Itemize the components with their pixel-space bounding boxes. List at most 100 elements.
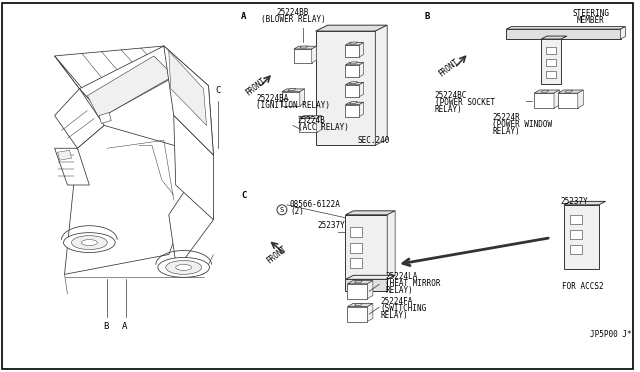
Polygon shape xyxy=(506,29,621,39)
Text: B: B xyxy=(103,322,109,331)
Polygon shape xyxy=(367,304,373,321)
Polygon shape xyxy=(355,304,362,306)
Text: 25224BA: 25224BA xyxy=(256,94,289,103)
Polygon shape xyxy=(346,275,395,279)
Text: FOR ACCS2: FOR ACCS2 xyxy=(562,282,604,291)
Text: S: S xyxy=(280,207,284,213)
Polygon shape xyxy=(360,102,364,116)
Polygon shape xyxy=(534,90,559,93)
Polygon shape xyxy=(558,93,578,108)
Polygon shape xyxy=(346,85,360,97)
Polygon shape xyxy=(578,90,584,108)
Polygon shape xyxy=(349,62,357,64)
Polygon shape xyxy=(99,113,111,124)
Text: 25237Y: 25237Y xyxy=(561,197,589,206)
Polygon shape xyxy=(621,27,625,39)
Polygon shape xyxy=(58,150,72,160)
Polygon shape xyxy=(282,89,305,92)
Polygon shape xyxy=(349,102,357,103)
Polygon shape xyxy=(346,211,395,215)
Text: RELAY): RELAY) xyxy=(385,286,413,295)
Polygon shape xyxy=(294,49,312,63)
Polygon shape xyxy=(564,201,605,205)
Text: 08566-6122A: 08566-6122A xyxy=(290,200,340,209)
Polygon shape xyxy=(54,46,193,89)
Polygon shape xyxy=(173,116,214,220)
Polygon shape xyxy=(346,215,387,279)
Text: C: C xyxy=(216,86,221,95)
Polygon shape xyxy=(564,205,598,269)
Polygon shape xyxy=(79,46,189,116)
Text: A: A xyxy=(241,12,246,21)
Polygon shape xyxy=(299,116,321,119)
Polygon shape xyxy=(346,105,360,116)
Text: JP5P00 J*: JP5P00 J* xyxy=(589,330,631,339)
Polygon shape xyxy=(565,90,573,92)
Text: 25224BB: 25224BB xyxy=(276,8,309,17)
Polygon shape xyxy=(164,46,214,155)
Text: 25224R: 25224R xyxy=(492,113,520,122)
Polygon shape xyxy=(346,102,364,105)
Text: (ACC RELAY): (ACC RELAY) xyxy=(298,124,349,132)
Text: (SWITCHING: (SWITCHING xyxy=(380,304,426,313)
Polygon shape xyxy=(541,36,567,39)
Polygon shape xyxy=(541,39,561,84)
Text: 25224B: 25224B xyxy=(298,116,326,125)
Polygon shape xyxy=(541,90,549,92)
Text: FRONT: FRONT xyxy=(437,57,461,79)
Polygon shape xyxy=(558,90,584,93)
Text: (HEAT MIRROR: (HEAT MIRROR xyxy=(385,279,441,288)
Polygon shape xyxy=(348,280,373,284)
Text: B: B xyxy=(425,12,430,21)
Ellipse shape xyxy=(81,240,97,246)
Polygon shape xyxy=(346,45,360,57)
Text: (POWER WINDOW: (POWER WINDOW xyxy=(492,121,552,129)
Text: (BLOWER RELAY): (BLOWER RELAY) xyxy=(260,15,325,24)
Polygon shape xyxy=(534,93,554,108)
Polygon shape xyxy=(346,279,387,291)
Polygon shape xyxy=(570,244,582,253)
Polygon shape xyxy=(360,62,364,77)
Polygon shape xyxy=(300,46,308,48)
Polygon shape xyxy=(349,42,357,44)
Ellipse shape xyxy=(63,232,115,253)
Polygon shape xyxy=(348,304,373,307)
Polygon shape xyxy=(351,243,362,253)
Polygon shape xyxy=(506,27,625,29)
Text: FRONT: FRONT xyxy=(265,244,289,266)
Polygon shape xyxy=(360,43,364,57)
Polygon shape xyxy=(300,89,305,106)
Polygon shape xyxy=(169,155,214,269)
Polygon shape xyxy=(351,227,362,237)
Polygon shape xyxy=(360,82,364,97)
Polygon shape xyxy=(367,280,373,299)
Ellipse shape xyxy=(72,235,108,250)
Polygon shape xyxy=(349,82,357,84)
Text: 25237Y: 25237Y xyxy=(317,221,346,230)
Polygon shape xyxy=(355,281,362,283)
Polygon shape xyxy=(312,46,317,63)
Polygon shape xyxy=(65,125,209,275)
Text: FRONT: FRONT xyxy=(244,76,268,98)
Polygon shape xyxy=(546,47,556,54)
Polygon shape xyxy=(346,82,364,85)
Ellipse shape xyxy=(166,260,202,275)
Polygon shape xyxy=(348,284,367,299)
Polygon shape xyxy=(375,25,387,145)
Text: SEC.240: SEC.240 xyxy=(357,136,390,145)
Polygon shape xyxy=(169,51,207,125)
Polygon shape xyxy=(88,56,173,119)
Text: 25224LA: 25224LA xyxy=(385,272,417,281)
Polygon shape xyxy=(546,59,556,66)
Polygon shape xyxy=(351,259,362,269)
Text: STEERING: STEERING xyxy=(572,9,609,18)
Polygon shape xyxy=(282,92,300,106)
Polygon shape xyxy=(316,25,387,31)
Polygon shape xyxy=(54,148,90,185)
Text: 25224FA: 25224FA xyxy=(380,297,413,306)
Polygon shape xyxy=(294,46,317,49)
Text: (IGNITION RELAY): (IGNITION RELAY) xyxy=(256,100,330,110)
Polygon shape xyxy=(554,90,559,108)
Text: RELAY): RELAY) xyxy=(380,311,408,320)
Text: RELAY): RELAY) xyxy=(492,127,520,137)
